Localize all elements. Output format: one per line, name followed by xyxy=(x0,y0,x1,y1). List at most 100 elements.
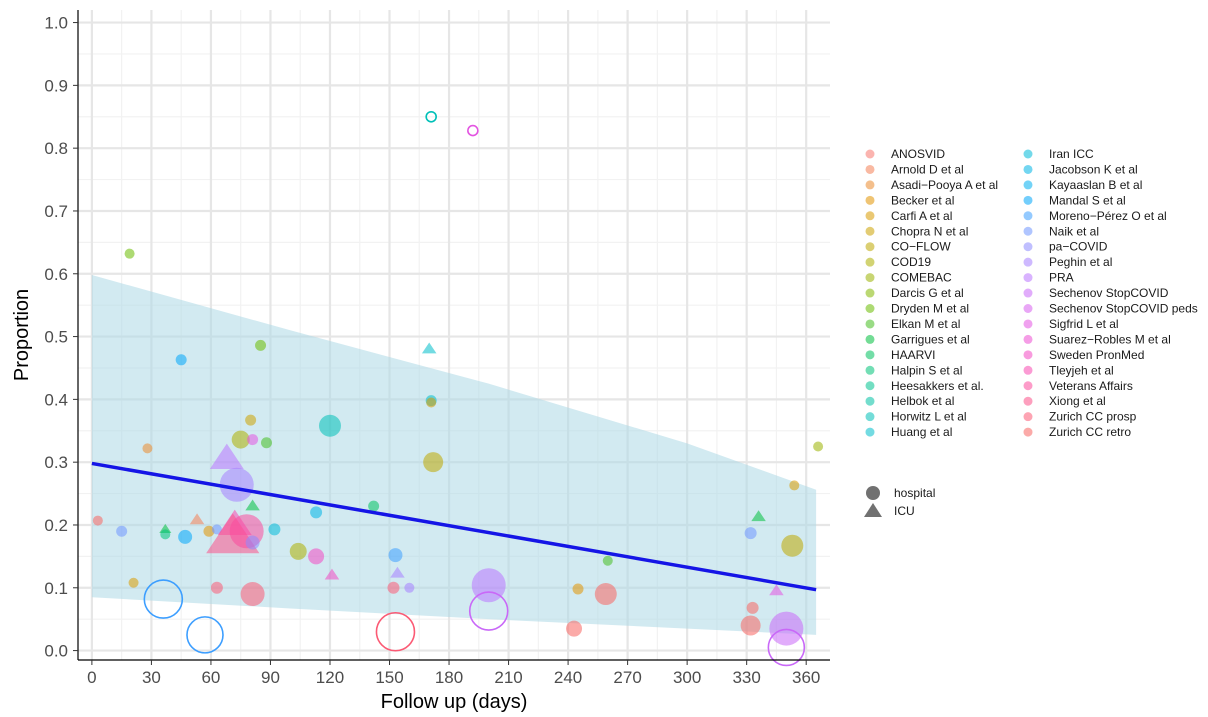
legend-key xyxy=(1023,149,1033,159)
legend-key xyxy=(865,273,875,283)
data-point-circle xyxy=(255,339,267,351)
legend-key xyxy=(1023,334,1033,344)
legend-label: CO−FLOW xyxy=(891,240,951,254)
x-tick-label: 90 xyxy=(261,668,280,687)
legend-label: Elkan M et al xyxy=(891,317,960,331)
data-point-circle xyxy=(268,523,281,536)
legend-key xyxy=(865,242,875,252)
legend-key xyxy=(865,396,875,406)
legend-label: Chopra N et al xyxy=(891,224,968,238)
data-point-circle xyxy=(423,452,444,473)
data-point-circle xyxy=(746,601,759,614)
legend-label: Asadi−Pooya A et al xyxy=(891,178,998,192)
legend-key xyxy=(865,365,875,375)
data-point-circle xyxy=(566,620,583,637)
x-tick-label: 270 xyxy=(613,668,641,687)
legend-label: Dryden M et al xyxy=(891,302,969,316)
legend-label: Huang et al xyxy=(891,425,952,439)
x-axis-title: Follow up (days) xyxy=(381,691,528,713)
y-tick-label: 0.2 xyxy=(44,516,68,535)
points-filled xyxy=(92,248,824,646)
data-point-circle xyxy=(186,616,224,654)
legend-shape-label: hospital xyxy=(894,486,935,500)
x-tick-label: 180 xyxy=(435,668,463,687)
legend-shape-key xyxy=(866,486,880,500)
legend-label: Peghin et al xyxy=(1049,255,1112,269)
legend-label: HAARVI xyxy=(891,348,935,362)
legend-label: Sweden PronMed xyxy=(1049,348,1144,362)
data-point-circle xyxy=(160,529,171,540)
data-point-circle xyxy=(425,110,437,123)
legend-key xyxy=(1023,195,1033,205)
confidence-band xyxy=(91,275,817,635)
legend-key xyxy=(1023,304,1033,313)
legend-label: Jacobson K et al xyxy=(1049,162,1138,176)
data-point-circle xyxy=(260,437,272,449)
legend-label: Zurich CC prosp xyxy=(1049,410,1137,424)
legend-key xyxy=(865,226,875,236)
legend-key xyxy=(865,381,875,391)
legend-key xyxy=(865,288,875,298)
data-point-circle xyxy=(467,124,479,137)
x-tick-label: 60 xyxy=(201,668,220,687)
data-point-circle xyxy=(744,527,757,540)
fit-line xyxy=(91,461,817,592)
data-point-circle xyxy=(388,548,403,563)
data-point-circle xyxy=(210,581,223,594)
legend-label: Sigfrid L et al xyxy=(1049,317,1119,331)
legend-label: Arnold D et al xyxy=(891,162,964,176)
data-point-circle xyxy=(572,583,584,595)
legend-key xyxy=(865,257,875,267)
data-point-circle xyxy=(240,582,265,607)
legend-key xyxy=(865,180,875,190)
legend-label: pa−COVID xyxy=(1049,240,1108,254)
data-point-triangle xyxy=(769,584,784,596)
data-point-triangle xyxy=(209,443,244,470)
data-point-circle xyxy=(308,548,325,565)
legend-label: ANOSVID xyxy=(891,147,945,161)
legend-key xyxy=(1023,226,1033,236)
legend-key xyxy=(1023,381,1033,391)
legend-label: PRA xyxy=(1049,271,1074,285)
y-tick-label: 1.0 xyxy=(44,14,68,33)
y-axis-ticks: 0.0 0.1 0.2 0.3 0.4 0.5 0.6 0.7 0.8 0.9 1.0 xyxy=(44,14,78,661)
data-point-triangle xyxy=(421,342,437,354)
data-point-circle xyxy=(219,467,254,502)
legend-key xyxy=(1023,396,1033,406)
legend-shape-key xyxy=(864,503,882,517)
data-point-circle xyxy=(245,535,260,550)
legend-key xyxy=(1023,412,1033,422)
legend-key xyxy=(1023,350,1033,360)
data-point-circle xyxy=(178,529,193,544)
y-tick-label: 0.8 xyxy=(44,139,68,158)
data-point-circle xyxy=(245,414,257,426)
legend-label: COMEBAC xyxy=(891,271,952,285)
data-point-circle xyxy=(92,515,103,526)
legend-key xyxy=(865,211,875,221)
data-point-circle xyxy=(767,628,806,667)
x-tick-label: 0 xyxy=(87,668,96,687)
legend-shape: hospital ICU xyxy=(864,486,935,518)
data-point-circle xyxy=(468,591,509,631)
x-axis-ticks: 0 30 60 90 120 150 180 210 240 270 300 330 360 xyxy=(87,660,820,687)
legend-label: Tleyjeh et al xyxy=(1049,363,1114,377)
y-tick-label: 0.4 xyxy=(44,390,68,409)
data-point-triangle xyxy=(390,566,405,578)
legend-key xyxy=(865,319,875,329)
legend-key xyxy=(1023,257,1033,267)
data-point-circle xyxy=(231,430,250,449)
data-point-circle xyxy=(375,611,416,652)
data-point-circle xyxy=(116,525,128,537)
legend-label: Moreno−Pérez O et al xyxy=(1049,209,1167,223)
data-point-circle xyxy=(124,248,135,259)
data-point-circle xyxy=(426,397,437,408)
legend-key xyxy=(1023,288,1033,298)
data-point-circle xyxy=(211,524,222,535)
legend-key xyxy=(865,149,875,159)
legend-label: Sechenov StopCOVID xyxy=(1049,286,1169,300)
data-point-circle xyxy=(769,611,804,646)
legend-key xyxy=(1023,180,1033,190)
data-point-circle xyxy=(368,500,380,512)
